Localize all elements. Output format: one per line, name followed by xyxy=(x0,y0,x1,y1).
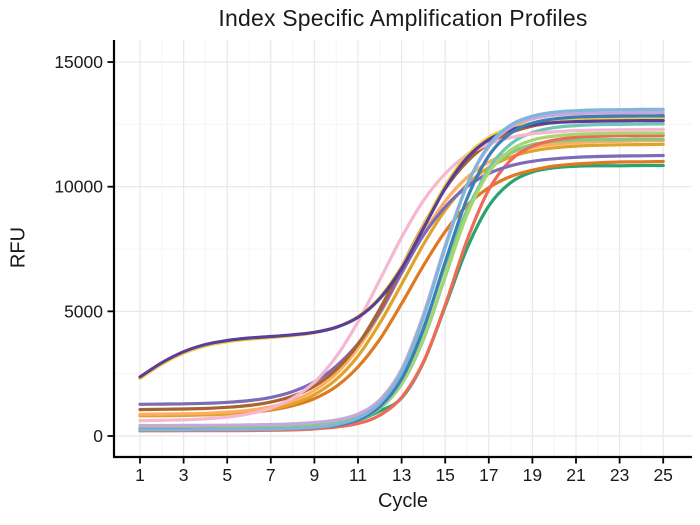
series-line-dark-purple xyxy=(138,119,665,379)
x-tick-label: 19 xyxy=(523,465,542,485)
x-tick-label: 11 xyxy=(349,465,367,485)
x-tick-label: 9 xyxy=(310,465,320,485)
series-line-pink xyxy=(138,127,665,423)
y-tick-label: 5000 xyxy=(64,301,103,321)
x-tick-label: 1 xyxy=(135,465,145,485)
x-tick-label: 5 xyxy=(222,465,232,485)
series-line-goldenrod xyxy=(138,142,665,418)
y-axis-title: RFU xyxy=(7,226,30,269)
x-tick-label: 23 xyxy=(610,465,629,485)
series-line-medium-purple xyxy=(138,153,665,406)
x-tick-label: 17 xyxy=(479,465,498,485)
x-tick-label: 25 xyxy=(653,465,672,485)
series-line-sky-blue xyxy=(138,107,665,432)
y-tick-label: 10000 xyxy=(54,177,103,197)
x-tick-label: 3 xyxy=(179,465,189,485)
y-tick-label: 15000 xyxy=(54,52,103,72)
x-tick-label: 13 xyxy=(392,465,411,485)
x-axis-title: Cycle xyxy=(377,490,428,512)
chart-title: Index Specific Amplification Profiles xyxy=(218,5,588,31)
x-tick-label: 15 xyxy=(435,465,454,485)
y-tick-label: 0 xyxy=(93,426,103,446)
x-tick-label: 21 xyxy=(566,465,585,485)
x-tick-label: 7 xyxy=(266,465,276,485)
